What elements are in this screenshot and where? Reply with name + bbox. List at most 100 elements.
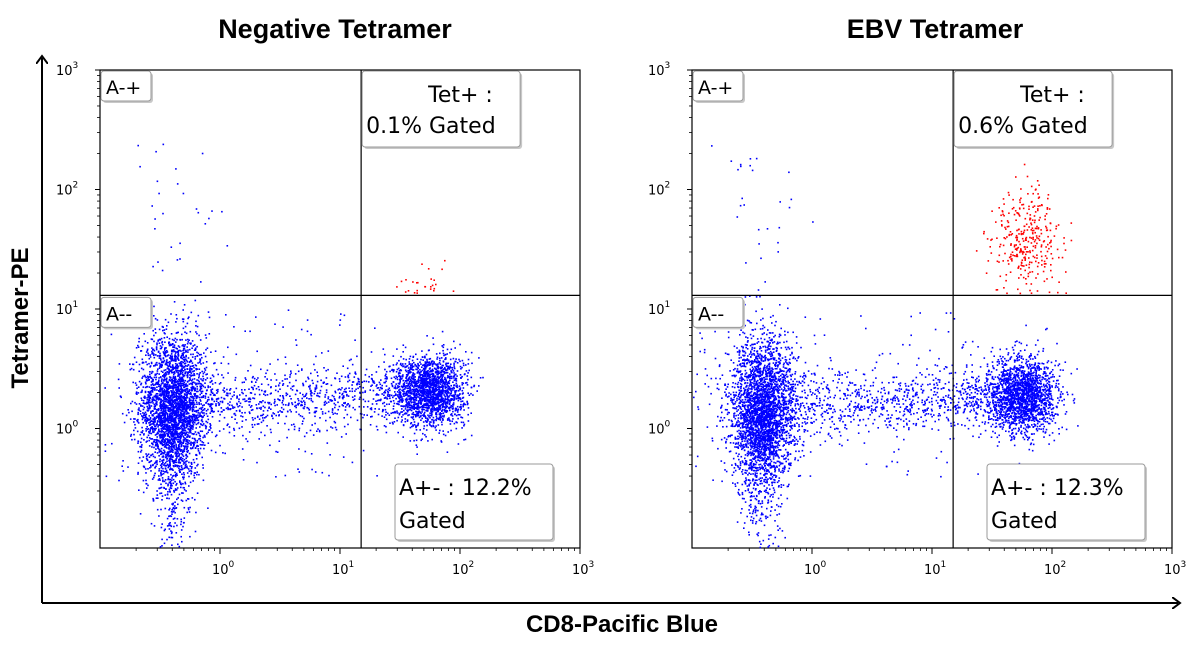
data-point	[232, 407, 234, 409]
data-point	[160, 359, 162, 361]
data-point	[253, 423, 256, 426]
data-point	[190, 442, 192, 444]
data-point	[209, 394, 212, 396]
data-point	[193, 413, 195, 416]
data-point	[192, 415, 195, 418]
data-point	[185, 424, 188, 427]
data-point	[212, 411, 214, 413]
data-point	[277, 411, 279, 413]
data-point	[313, 411, 316, 414]
data-point	[145, 472, 147, 474]
data-point	[217, 410, 220, 413]
data-point	[155, 348, 158, 351]
data-point	[164, 374, 167, 377]
data-point	[151, 423, 154, 425]
data-point	[411, 366, 414, 369]
data-point	[178, 433, 180, 435]
data-point	[182, 413, 185, 415]
data-point	[192, 413, 194, 416]
data-point	[331, 408, 334, 410]
data-point	[164, 446, 167, 448]
data-point	[201, 406, 204, 409]
data-point	[211, 403, 214, 405]
data-point	[179, 398, 181, 401]
data-point	[431, 380, 433, 382]
data-point	[175, 455, 177, 457]
data-point	[256, 423, 259, 425]
data-point	[318, 395, 321, 398]
data-point	[270, 408, 272, 410]
data-point	[444, 406, 446, 408]
data-point	[225, 394, 228, 396]
data-point	[206, 432, 208, 435]
data-point	[163, 419, 165, 421]
data-point	[193, 474, 195, 477]
data-point	[149, 390, 152, 393]
data-point	[166, 349, 168, 352]
data-point	[133, 356, 136, 359]
data-point	[138, 409, 140, 411]
data-point	[171, 442, 173, 445]
data-point	[180, 465, 183, 467]
data-point	[165, 393, 168, 395]
data-point	[187, 338, 189, 341]
data-point	[171, 369, 173, 371]
data-point	[387, 412, 389, 415]
data-point	[264, 417, 266, 419]
data-point	[178, 382, 181, 385]
data-point	[180, 456, 182, 459]
data-point	[198, 382, 200, 385]
data-point	[152, 455, 155, 458]
data-point	[310, 372, 312, 375]
data-point	[405, 380, 408, 382]
data-point	[195, 406, 197, 408]
data-point	[171, 343, 174, 346]
data-point	[169, 366, 172, 368]
data-point	[285, 415, 288, 418]
data-point	[191, 417, 193, 419]
data-point	[440, 398, 442, 400]
data-point	[167, 367, 170, 370]
data-point	[409, 408, 412, 411]
data-point	[166, 413, 169, 416]
data-point	[163, 385, 165, 388]
data-point	[183, 411, 186, 413]
data-point	[201, 356, 203, 359]
data-point	[175, 446, 178, 448]
data-point	[170, 515, 173, 518]
data-point	[168, 368, 171, 371]
data-point	[151, 347, 153, 349]
data-point	[266, 409, 269, 412]
data-point	[183, 345, 185, 347]
data-point	[338, 388, 341, 390]
data-point	[349, 390, 351, 392]
data-point	[291, 403, 294, 406]
data-point	[210, 406, 213, 409]
data-point	[141, 431, 143, 434]
data-point	[168, 418, 171, 420]
data-point	[346, 367, 349, 370]
data-point	[444, 411, 446, 413]
data-point	[448, 368, 451, 370]
data-point	[163, 394, 166, 396]
data-point	[415, 399, 418, 402]
data-point	[194, 440, 197, 442]
data-point	[399, 399, 401, 401]
data-point	[156, 461, 158, 464]
data-point	[180, 436, 182, 438]
data-point	[192, 414, 195, 417]
data-point	[192, 374, 194, 377]
data-point	[148, 432, 151, 434]
data-point	[352, 381, 355, 383]
data-point	[168, 372, 171, 374]
data-point	[197, 431, 199, 434]
data-point	[388, 403, 390, 405]
data-point	[203, 434, 206, 437]
data-point	[191, 401, 194, 404]
data-point	[202, 395, 205, 397]
data-point	[170, 402, 172, 405]
data-point	[190, 420, 192, 422]
data-point	[208, 333, 211, 335]
data-point	[435, 370, 438, 372]
data-point	[168, 488, 171, 491]
